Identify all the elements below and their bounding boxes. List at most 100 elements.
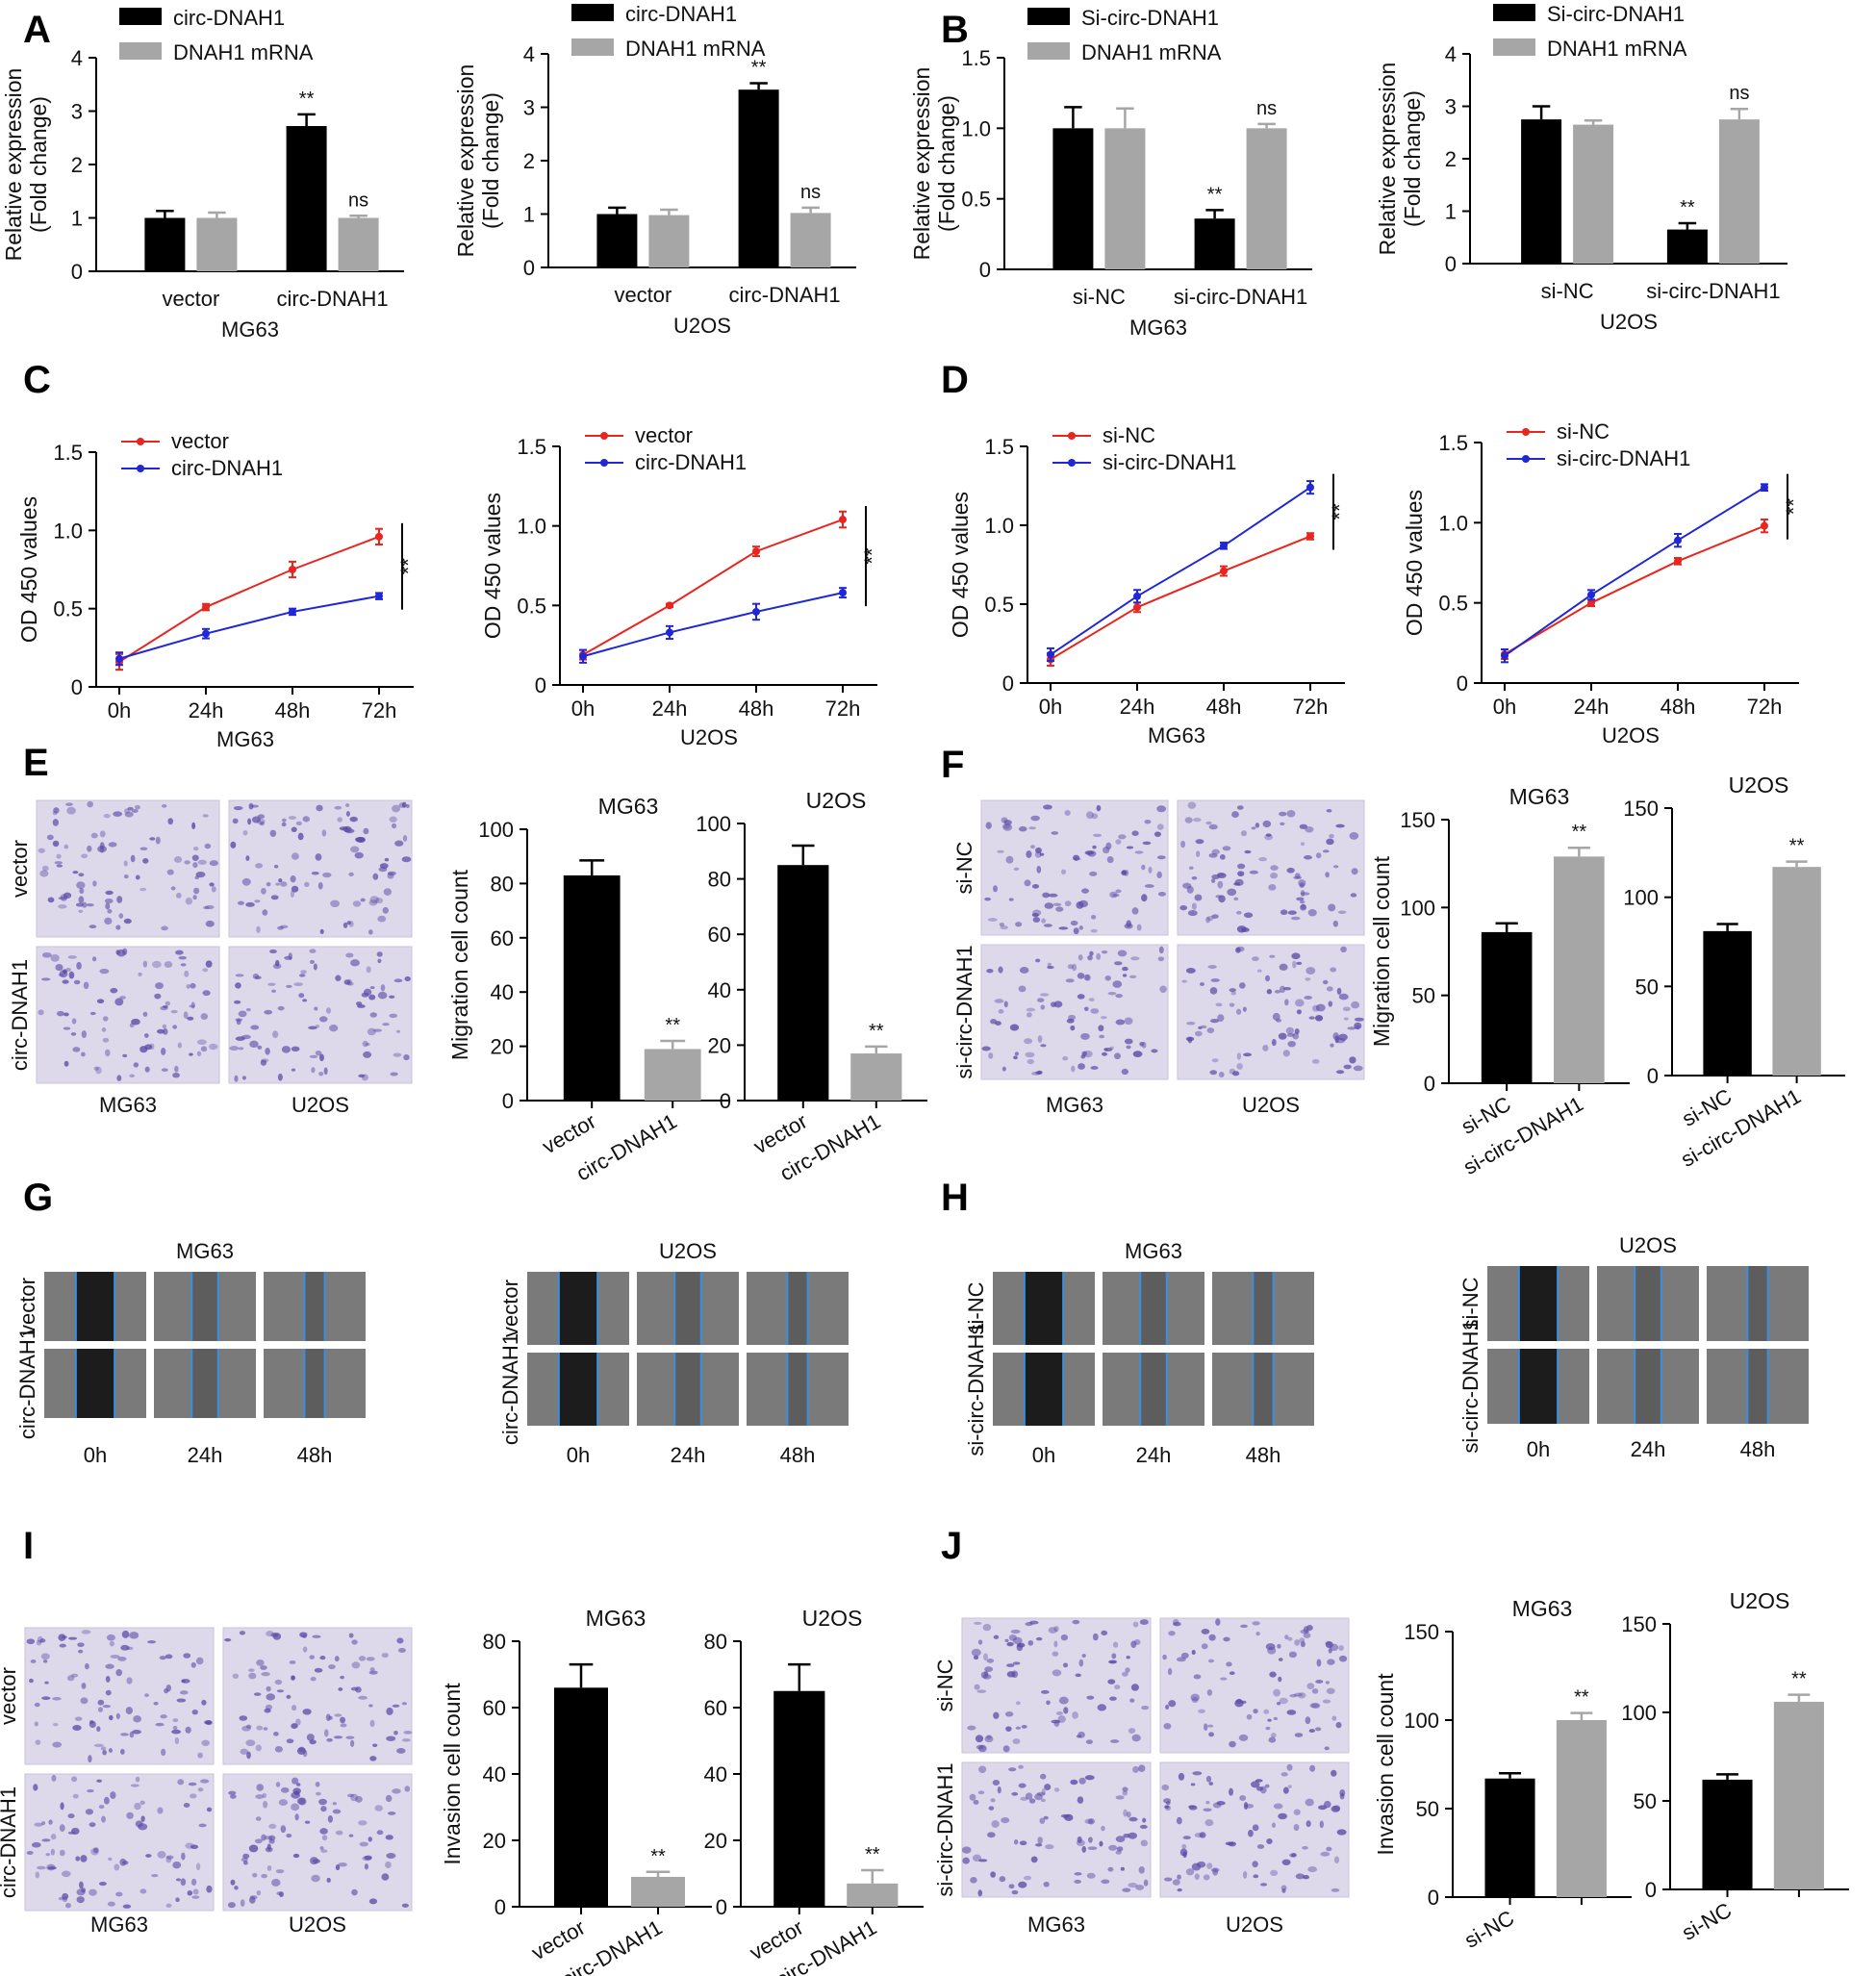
- significance-label: **: [869, 1021, 884, 1042]
- stained-cell: [255, 1794, 265, 1799]
- significance-label: **: [1572, 822, 1587, 843]
- stained-cell: [1128, 1816, 1138, 1822]
- stained-cell: [388, 1811, 396, 1815]
- stained-cell: [404, 1786, 411, 1792]
- stained-cell: [1032, 909, 1042, 917]
- stained-cell: [184, 860, 190, 865]
- stained-cell: [1300, 890, 1306, 897]
- image-row-label: vector: [498, 1279, 522, 1337]
- stained-cell: [114, 998, 124, 1006]
- bar: [1702, 1779, 1753, 1889]
- stained-cell: [261, 1873, 268, 1879]
- stained-cell: [366, 966, 371, 974]
- stained-cell: [72, 871, 79, 874]
- stained-cell: [144, 1044, 153, 1051]
- stained-cell: [261, 1834, 266, 1841]
- stained-cell: [51, 1774, 57, 1782]
- stained-cell: [72, 1047, 81, 1052]
- stained-cell: [290, 890, 294, 899]
- stained-cell: [1074, 1879, 1081, 1884]
- stained-cell: [1109, 891, 1118, 899]
- stained-cell: [1294, 1028, 1300, 1035]
- stained-cell: [1061, 869, 1067, 875]
- stained-cell: [302, 1646, 308, 1653]
- stained-cell: [1062, 1662, 1069, 1668]
- stained-cell: [1041, 918, 1047, 924]
- stained-cell: [171, 1729, 182, 1735]
- stained-cell: [315, 853, 322, 861]
- panel-letter-c: C: [23, 359, 51, 401]
- stained-cell: [1236, 946, 1245, 952]
- x-category-label: si-NC: [1541, 279, 1594, 303]
- stained-cell: [1208, 823, 1218, 830]
- stained-cell: [41, 865, 49, 872]
- stained-cell: [1164, 1805, 1170, 1810]
- image-row-label: vector: [8, 840, 32, 898]
- stained-cell: [384, 857, 390, 862]
- stained-cell: [993, 885, 998, 893]
- stained-cell: [978, 1859, 988, 1862]
- stained-cell: [127, 806, 134, 811]
- stained-cell: [368, 1704, 373, 1708]
- stained-cell: [1173, 1621, 1181, 1627]
- stained-cell: [1240, 830, 1247, 837]
- stained-cell: [99, 968, 110, 975]
- bar: [738, 89, 779, 267]
- stained-cell: [304, 1820, 311, 1824]
- y-tick-label: 40: [708, 978, 731, 1002]
- stained-cell: [291, 1723, 298, 1730]
- image-row-label: si-circ-DNAH1: [964, 1322, 988, 1456]
- stained-cell: [1289, 1693, 1298, 1698]
- stained-cell: [238, 1047, 244, 1051]
- stained-cell: [56, 864, 63, 868]
- stained-cell: [1115, 889, 1122, 894]
- stained-cell: [89, 925, 97, 929]
- stained-cell: [281, 818, 287, 823]
- chart-title: U2OS: [802, 1606, 863, 1631]
- stained-cell: [256, 1784, 265, 1791]
- stained-cell: [1151, 1049, 1158, 1053]
- stained-cell: [334, 805, 342, 810]
- x-category-label: 0h: [1493, 695, 1516, 719]
- stained-cell: [386, 1735, 396, 1741]
- stained-cell: [1211, 914, 1219, 919]
- stained-cell: [1039, 1817, 1046, 1824]
- stained-cell: [1182, 1851, 1187, 1859]
- y-tick-label: 0.5: [984, 593, 1014, 617]
- x-category-label: si-circ-DNAH1: [1677, 1084, 1805, 1172]
- stained-cell: [106, 1634, 115, 1641]
- stained-cell: [1122, 1790, 1128, 1796]
- data-point: [289, 566, 296, 573]
- stained-cell: [31, 1841, 41, 1848]
- stained-cell: [1279, 1697, 1288, 1705]
- stained-cell: [1077, 1796, 1084, 1804]
- stained-cell: [962, 1857, 970, 1864]
- stained-cell: [1012, 1738, 1021, 1744]
- stained-cell: [1207, 1724, 1214, 1728]
- stained-cell: [383, 888, 393, 896]
- stained-cell: [361, 1074, 368, 1081]
- y-tick-label: 80: [704, 1630, 727, 1654]
- stained-cell: [1163, 1798, 1172, 1804]
- stained-cell: [151, 960, 162, 969]
- stained-cell: [363, 1051, 372, 1058]
- x-category-label: 72h: [362, 698, 397, 722]
- x-axis-label: MG63: [221, 317, 279, 342]
- stained-cell: [1060, 1813, 1070, 1818]
- stained-cell: [1226, 1661, 1232, 1667]
- stained-cell: [165, 1684, 171, 1692]
- stained-cell: [345, 811, 350, 817]
- stained-cell: [355, 1001, 363, 1006]
- stained-cell: [1157, 891, 1166, 897]
- stained-cell: [1000, 925, 1008, 930]
- stained-cell: [89, 1011, 96, 1016]
- y-tick-label: 2: [71, 153, 83, 177]
- stained-cell: [1269, 1671, 1277, 1678]
- x-category-label: vector: [538, 1109, 599, 1159]
- wound-gap: [75, 1349, 115, 1418]
- stained-cell: [1230, 991, 1236, 996]
- bar: [1052, 128, 1094, 269]
